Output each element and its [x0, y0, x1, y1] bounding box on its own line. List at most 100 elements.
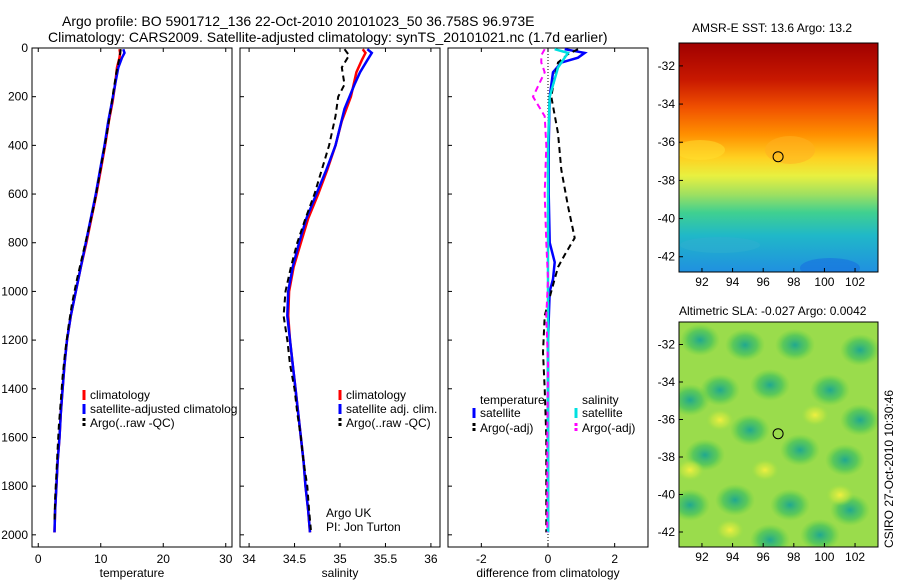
- y-tick-label: 200: [8, 90, 28, 104]
- y-tick-label: 2000: [1, 528, 28, 542]
- profile-panel-2: 34 34.5 35 35.5 36 salinity climatologysatelli…: [239, 47, 441, 580]
- sla-high-anomaly: [706, 409, 734, 431]
- sla-low-anomaly: [780, 434, 820, 466]
- figure-title-line1: Argo profile: BO 5901712_136 22-Oct-2010…: [62, 13, 534, 29]
- y-tick-label: -34: [658, 97, 676, 111]
- x-tick-label: 92: [695, 275, 709, 289]
- sla-low-anomaly: [770, 489, 810, 521]
- y-tick-label: 600: [8, 187, 28, 201]
- y-tick-label: -40: [658, 488, 676, 502]
- series-line-salinity-satellite: [546, 47, 571, 533]
- legend-label: satellite adj. clim.: [346, 402, 437, 416]
- series-line-argo-raw-qc-: [282, 48, 351, 531]
- sla-low-anomaly: [750, 524, 790, 547]
- legend-title-salinity: salinity: [582, 393, 619, 407]
- series-line-argo-raw-qc-: [53, 49, 122, 523]
- sst-map-frame: [678, 42, 879, 273]
- y-tick-label: 1800: [1, 479, 28, 493]
- x-tick-label: 100: [814, 275, 834, 289]
- y-tick-label: 400: [8, 138, 28, 152]
- y-tick-label: -38: [658, 173, 676, 187]
- legend-label: climatology: [346, 388, 406, 402]
- panel-annotation: PI: Jon Turton: [326, 520, 401, 534]
- x-tick-label: 10: [94, 552, 108, 566]
- sla-low-anomaly: [700, 374, 740, 406]
- y-tick-label: 1200: [1, 333, 28, 347]
- y-tick-label: -38: [658, 450, 676, 464]
- csiro-timestamp: CSIRO 27-Oct-2010 10:30:46: [882, 390, 896, 548]
- sla-high-anomaly: [801, 404, 829, 426]
- sla-high-anomaly: [751, 459, 779, 481]
- figure-title-line2: Climatology: CARS2009. Satellite-adjuste…: [48, 29, 608, 45]
- sst-cool-patch: [680, 237, 760, 253]
- sst-warm-patch: [765, 136, 815, 164]
- x-tick-label: 0: [35, 552, 42, 566]
- sst-warm-patch: [679, 140, 725, 160]
- x-tick-label: 35.5: [374, 552, 398, 566]
- sla-low-anomaly: [679, 489, 710, 521]
- panel-frame: [31, 47, 233, 548]
- x-tick-label: 102: [845, 550, 865, 564]
- x-axis-label: salinity: [322, 566, 359, 580]
- x-tick-label: 98: [787, 550, 801, 564]
- x-tick-label: 94: [726, 275, 740, 289]
- x-tick-label: 0: [545, 552, 552, 566]
- sla-map-frame: [678, 321, 879, 548]
- x-tick-label: 100: [814, 550, 834, 564]
- sla-low-anomaly: [680, 324, 720, 356]
- x-tick-label: 34: [242, 552, 256, 566]
- y-tick-label: -32: [658, 338, 676, 352]
- x-axis-label: difference from climatology: [476, 566, 619, 580]
- legend-title-temperature: temperature: [480, 393, 545, 407]
- series-line-salinity-argo-adj-: [531, 48, 550, 533]
- x-tick-label: 30: [219, 552, 233, 566]
- y-tick-label: 1400: [1, 382, 28, 396]
- y-tick-label: -36: [658, 413, 676, 427]
- sla-high-anomaly: [826, 484, 854, 506]
- argo-position-marker: [772, 151, 784, 163]
- sla-low-anomaly: [840, 334, 878, 366]
- sst-map-title: AMSR-E SST: 13.6 Argo: 13.2: [692, 21, 852, 35]
- sla-low-anomaly: [775, 329, 815, 361]
- x-tick-label: -2: [476, 552, 487, 566]
- sla-low-anomaly: [730, 414, 770, 446]
- x-tick-label: 92: [695, 550, 709, 564]
- y-tick-label: 0: [21, 41, 28, 55]
- y-tick-label: 1600: [1, 430, 28, 444]
- x-tick-label: 35: [333, 552, 347, 566]
- legend-label: Argo(-adj): [582, 421, 635, 435]
- legend-label: satellite-adjusted climatolog: [90, 402, 237, 416]
- sst-cool-patch: [800, 258, 860, 272]
- x-tick-label: 96: [757, 275, 771, 289]
- sla-low-anomaly: [725, 329, 765, 361]
- legend-label: climatology: [90, 388, 150, 402]
- x-tick-label: 36: [424, 552, 438, 566]
- sla-low-anomaly: [800, 519, 840, 547]
- sla-high-anomaly: [679, 459, 704, 481]
- y-tick-label: 1000: [1, 284, 28, 298]
- legend-label: Argo(..raw -QC): [346, 416, 431, 430]
- sla-high-anomaly: [716, 519, 744, 541]
- x-tick-label: 94: [726, 550, 740, 564]
- argo-position-marker: [772, 428, 784, 440]
- panel-annotation: Argo UK: [326, 506, 371, 520]
- x-tick-label: 98: [787, 275, 801, 289]
- sla-low-anomaly: [750, 369, 790, 401]
- x-tick-label: 96: [757, 550, 771, 564]
- profile-panel-1: 0 10 20 30 temperature 0 200 400 600 800 1000 1200 1…: [1, 41, 237, 580]
- x-axis-label: temperature: [100, 566, 165, 580]
- y-tick-label: -42: [658, 525, 676, 539]
- legend-label: satellite: [582, 406, 623, 420]
- x-tick-label: 34.5: [283, 552, 307, 566]
- y-tick-label: -34: [658, 375, 676, 389]
- legend-label: Argo(..raw -QC): [90, 416, 175, 430]
- sst-map: AMSR-E SST: 13.6 Argo: 13.2 92 94 96 98 100 1…: [658, 21, 879, 289]
- sla-map-title: Altimetric SLA: -0.027 Argo: 0.0042: [679, 304, 867, 318]
- y-tick-label: -36: [658, 135, 676, 149]
- sla-low-anomaly: [825, 444, 865, 476]
- sla-low-anomaly: [840, 404, 878, 436]
- sla-low-anomaly: [715, 484, 755, 516]
- y-tick-label: -40: [658, 212, 676, 226]
